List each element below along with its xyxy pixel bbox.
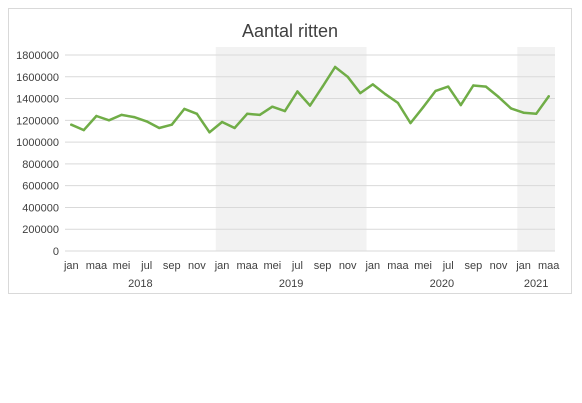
data-point [359, 91, 362, 95]
x-tick-label: jul [140, 260, 152, 272]
year-label: 2020 [430, 278, 454, 290]
data-point [82, 128, 86, 132]
data-point [283, 109, 287, 113]
data-point [384, 93, 387, 96]
y-tick-label: 200000 [22, 224, 59, 236]
data-point [434, 89, 437, 93]
data-point [183, 107, 186, 111]
chart-plot: 0 200000 400000 600000 800000 1000000 1200000 1… [16, 47, 560, 290]
x-tick-label: maa [86, 260, 108, 272]
y-tick-label: 400000 [22, 202, 59, 214]
data-point [70, 123, 73, 126]
data-point [296, 90, 299, 93]
data-point [522, 111, 525, 114]
data-point [107, 119, 111, 122]
x-tick-label: maa [387, 260, 409, 272]
data-point [472, 84, 475, 87]
data-point [132, 115, 136, 119]
data-point [371, 83, 375, 86]
x-tick-label: sep [314, 260, 332, 272]
y-tick-label: 1400000 [16, 94, 59, 106]
data-point [497, 95, 500, 99]
chart-title: Aantal ritten [241, 21, 339, 41]
data-point [271, 105, 274, 108]
year-label: 2018 [128, 278, 152, 290]
y-tick-label: 1600000 [16, 72, 59, 84]
y-tick-label: 1200000 [16, 115, 59, 127]
data-point [120, 113, 123, 117]
x-tick-label: nov [188, 260, 206, 272]
year-label: 2021 [524, 278, 548, 290]
y-tick-label: 1800000 [16, 50, 59, 62]
year-shade-band-2021 [517, 47, 555, 251]
x-tick-label: sep [163, 260, 181, 272]
data-point [396, 101, 400, 105]
chart-container: Aantal ritten 0 200000 400000 600000 800000 1… [8, 8, 572, 294]
data-point [321, 85, 324, 88]
x-tick-label: jan [364, 260, 380, 272]
data-point [308, 104, 312, 107]
data-point [346, 75, 349, 78]
y-tick-label: 0 [53, 246, 59, 258]
x-tick-label: maa [538, 260, 560, 272]
y-tick-label: 800000 [22, 159, 59, 171]
year-label: 2019 [279, 278, 303, 290]
x-tick-label: sep [464, 260, 482, 272]
x-tick-label: maa [236, 260, 258, 272]
data-point [258, 113, 261, 117]
x-tick-label: mei [113, 260, 131, 272]
data-point [170, 123, 173, 126]
data-point [333, 65, 337, 69]
y-tick-label: 600000 [22, 181, 59, 193]
data-point [233, 126, 236, 130]
x-tick-label: jan [214, 260, 230, 272]
data-point [484, 85, 488, 88]
x-tick-label: nov [490, 260, 508, 272]
x-tick-label: mei [414, 260, 432, 272]
year-shade-band-2019 [215, 47, 367, 251]
data-point [208, 131, 211, 134]
data-point [95, 114, 98, 118]
data-point [547, 95, 550, 98]
data-point [421, 106, 425, 109]
data-point [509, 107, 513, 110]
x-tick-label: mei [263, 260, 281, 272]
data-point [145, 120, 148, 123]
data-point [220, 120, 224, 124]
x-tick-label: jul [442, 260, 454, 272]
data-point [245, 112, 249, 116]
data-point [447, 85, 450, 88]
data-point [158, 126, 161, 130]
x-tick-label: jan [515, 260, 531, 272]
data-point [195, 112, 199, 116]
x-tick-label: jan [63, 260, 79, 272]
data-point [459, 103, 462, 107]
x-tick-label: jul [291, 260, 303, 272]
y-tick-label: 1000000 [16, 137, 59, 149]
data-point [534, 112, 538, 116]
x-tick-label: nov [339, 260, 357, 272]
data-point [409, 121, 412, 125]
